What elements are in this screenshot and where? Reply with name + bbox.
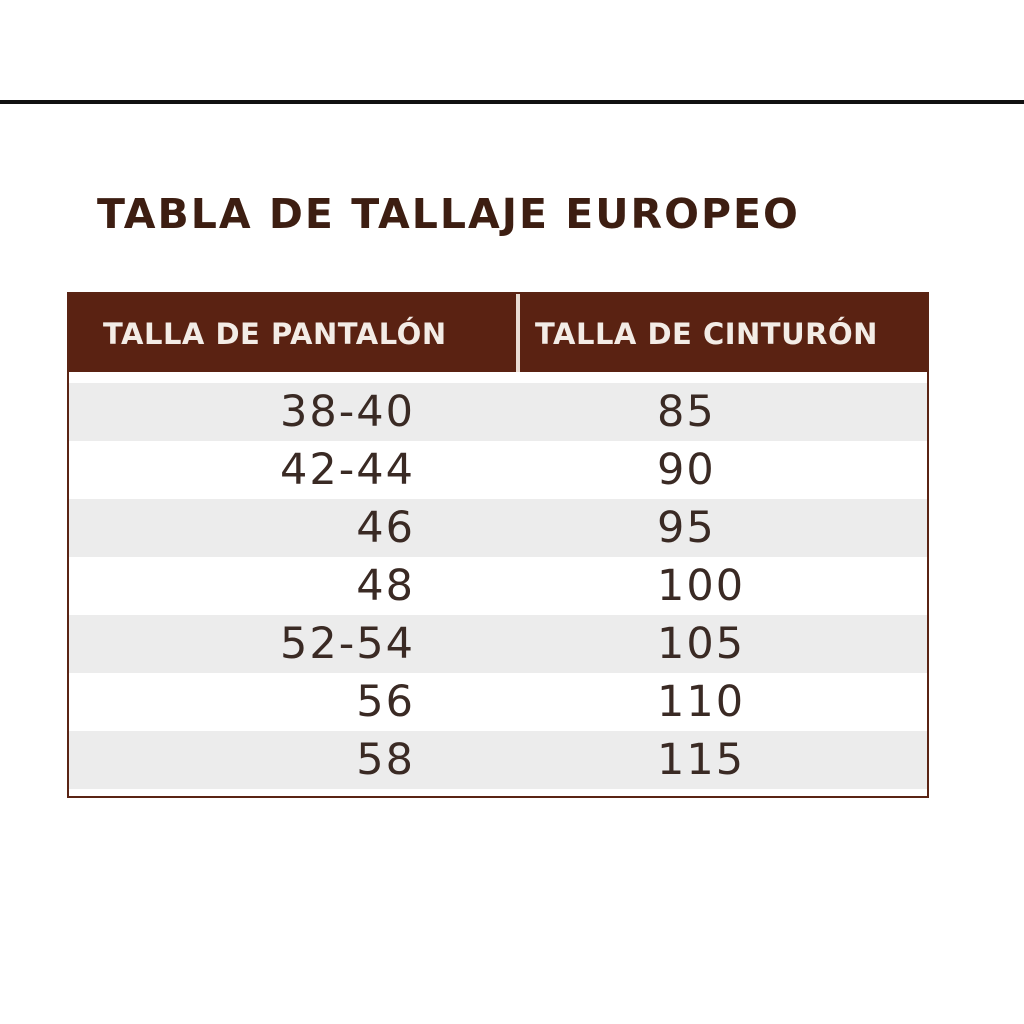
belt-size-cell: 100 (657, 561, 746, 611)
table-row: 56 110 (69, 673, 927, 731)
pants-size-cell: 46 (356, 503, 415, 553)
table-header: TALLA DE PANTALÓN TALLA DE CINTURÓN (69, 294, 927, 372)
belt-size-cell: 115 (657, 735, 746, 785)
table-row: 52-54 105 (69, 615, 927, 673)
table-row: 48 100 (69, 557, 927, 615)
header-pants-size: TALLA DE PANTALÓN (103, 317, 447, 351)
belt-size-cell: 110 (657, 677, 746, 727)
belt-size-cell: 95 (657, 503, 716, 553)
header-divider (516, 294, 520, 372)
table-row: 58 115 (69, 731, 927, 789)
pants-size-cell: 52-54 (280, 619, 415, 669)
pants-size-cell: 58 (356, 735, 415, 785)
pants-size-cell: 42-44 (280, 445, 415, 495)
pants-size-cell: 38-40 (280, 387, 415, 437)
header-belt-size: TALLA DE CINTURÓN (535, 317, 878, 351)
page-title: TABLA DE TALLAJE EUROPEO (97, 190, 800, 238)
table-row: 38-40 85 (69, 383, 927, 441)
size-table: TALLA DE PANTALÓN TALLA DE CINTURÓN 38-4… (67, 292, 929, 798)
table-row: 46 95 (69, 499, 927, 557)
pants-size-cell: 56 (356, 677, 415, 727)
divider-line (0, 100, 1024, 104)
pants-size-cell: 48 (356, 561, 415, 611)
belt-size-cell: 90 (657, 445, 716, 495)
belt-size-cell: 105 (657, 619, 746, 669)
belt-size-cell: 85 (657, 387, 716, 437)
table-row: 42-44 90 (69, 441, 927, 499)
